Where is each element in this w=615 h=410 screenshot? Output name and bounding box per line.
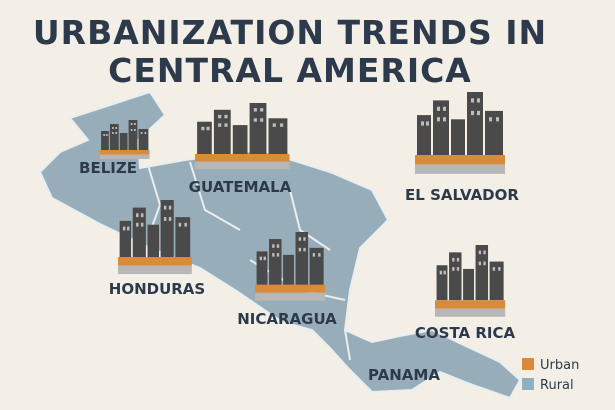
country-label: PANAMA	[368, 366, 440, 384]
title-line: CENTRAL AMERICA	[108, 51, 472, 90]
legend-swatch	[522, 378, 534, 390]
title-line: URBANIZATION TRENDS IN	[33, 13, 547, 52]
legend-label: Rural	[540, 378, 574, 393]
country-label: HONDURAS	[109, 280, 205, 298]
legend-label: Urban	[540, 358, 579, 373]
country-label: GUATEMALA	[189, 178, 292, 196]
country-label: COSTA RICA	[415, 324, 516, 342]
legend-swatch	[522, 358, 534, 370]
country-label: NICARAGUA	[237, 310, 337, 328]
country-label: EL SALVADOR	[405, 186, 519, 204]
country-label: BELIZE	[79, 159, 137, 177]
